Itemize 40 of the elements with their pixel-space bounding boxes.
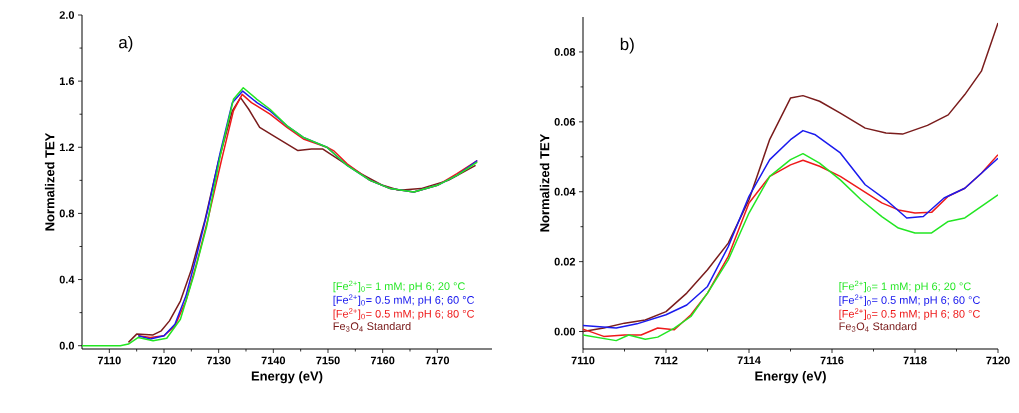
- x-tick-label: 7118: [903, 356, 927, 365]
- text: [Fe$^{2+}$]$_{0}$= 0.5 mM; pH 6; 60 °C: [839, 294, 980, 307]
- text: a): [119, 35, 133, 52]
- x-tick-label: 7140: [261, 356, 286, 365]
- x-tick-label: 7116: [820, 356, 844, 365]
- y-tick-label: 0.04: [554, 187, 576, 196]
- line-series: [82, 87, 478, 347]
- y-axis-title: Normalized TEY: [44, 132, 55, 231]
- y-tick-label: 0.4: [59, 275, 75, 284]
- y-tick-label: 0.00: [554, 327, 576, 336]
- text: [Fe$^{2+}$]$_{0}$= 0.5 mM; pH 6; 80 °C: [333, 308, 475, 320]
- y-tick-label: 0.06: [554, 117, 576, 126]
- x-tick-label: 7112: [654, 356, 678, 365]
- text: [Fe$^{2+}$]$_{0}$= 0.5 mM; pH 6; 60 °C: [333, 294, 475, 307]
- text: b): [620, 37, 634, 54]
- x-tick-label: 7130: [206, 356, 231, 365]
- x-tick-label: 7114: [737, 356, 761, 365]
- x-tick-label: 7110: [571, 356, 595, 365]
- y-tick-label: 0.08: [554, 48, 576, 56]
- y-tick-label: 0.8: [59, 209, 75, 218]
- y-tick-label: 2.0: [59, 11, 75, 19]
- text: [Fe$^{2+}$]$_{0}$= 1 mM; pH 6; 20 °C: [333, 280, 465, 293]
- x-tick-label: 7120: [152, 356, 176, 365]
- y-tick-label: 1.2: [59, 143, 75, 152]
- y-tick-label: 0.0: [59, 341, 75, 350]
- x-axis-title: Energy (eV): [251, 371, 323, 384]
- text: [Fe$^{2+}$]$_{0}$= 1 mM; pH 6; 20 °C: [839, 280, 971, 293]
- text: [Fe$^{2+}$]$_{0}$= 0.5 mM; pH 6; 80 °C: [839, 308, 980, 320]
- x-tick-label: 7170: [425, 356, 450, 365]
- x-tick-label: 7160: [370, 356, 395, 365]
- x-axis-title: Energy (eV): [755, 371, 826, 384]
- x-tick-label: 7120: [986, 356, 1010, 365]
- text: Fe$_{3}$O$_{4}$ Standard: [839, 322, 917, 332]
- x-tick-label: 7150: [316, 356, 340, 365]
- x-tick-label: 7110: [97, 356, 121, 365]
- text: Fe$_{3}$O$_{4}$ Standard: [333, 322, 411, 332]
- y-tick-label: 1.6: [59, 77, 75, 86]
- y-axis-title: Normalized TEY: [539, 133, 550, 232]
- line-series: [583, 22, 999, 333]
- y-tick-label: 0.02: [554, 257, 576, 266]
